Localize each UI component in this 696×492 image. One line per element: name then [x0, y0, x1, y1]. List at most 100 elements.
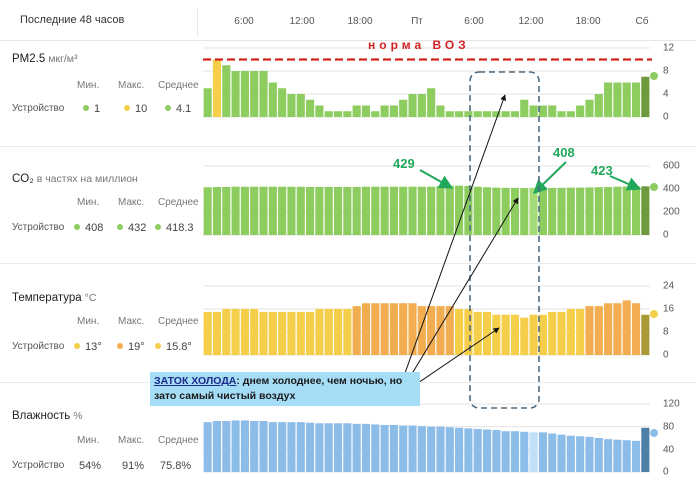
- bar: [548, 187, 557, 235]
- callout-highlight: ЗАТОК ХОЛОДА: [154, 375, 237, 387]
- bar: [641, 186, 650, 235]
- metric-title: Влажность%: [12, 410, 83, 422]
- bar: [641, 427, 650, 472]
- bar: [343, 423, 352, 472]
- bar: [492, 314, 501, 355]
- bar: [278, 88, 287, 117]
- metric-unit: %: [73, 410, 83, 422]
- bar: [306, 186, 315, 235]
- bar: [566, 187, 575, 235]
- bar: [399, 425, 408, 472]
- bar: [222, 186, 231, 235]
- time-tick: 6:00: [234, 16, 254, 27]
- bar: [408, 186, 417, 235]
- cold-trap-callout: ЗАТОК ХОЛОДА: днем холоднее, чем ночью, …: [150, 372, 420, 406]
- bar: [231, 186, 240, 235]
- who-norm-label: норма ВОЗ: [368, 38, 470, 52]
- bar: [510, 187, 520, 235]
- y-tick-label: 8: [663, 65, 669, 77]
- y-tick-label: 12: [663, 42, 675, 54]
- header-divider: [197, 8, 198, 36]
- bar: [306, 422, 315, 472]
- bar: [361, 186, 371, 235]
- section-divider: [0, 146, 696, 147]
- max-header: Макс.: [118, 435, 145, 446]
- metric-unit: °C: [84, 292, 97, 304]
- bar: [417, 94, 426, 117]
- bar: [538, 105, 547, 117]
- bar: [212, 59, 222, 117]
- metric-title: PM2.5 мкг/м³: [12, 53, 78, 65]
- bar: [548, 433, 557, 472]
- bar: [324, 186, 333, 235]
- y-tick-label: 4: [663, 88, 669, 100]
- bar: [604, 186, 613, 235]
- bar: [278, 311, 287, 355]
- bar: [604, 82, 613, 117]
- bar: [445, 427, 454, 472]
- bar: [529, 432, 538, 472]
- bar: [455, 111, 464, 117]
- bar: [324, 423, 333, 472]
- bar: [408, 94, 417, 117]
- bar: [361, 105, 371, 117]
- bar: [315, 423, 324, 472]
- bar: [371, 303, 380, 355]
- min-value: 13°: [74, 341, 102, 353]
- min-value: 408: [74, 222, 103, 234]
- metric-unit: мкг/м³: [48, 53, 78, 65]
- bar: [268, 186, 277, 235]
- bar: [259, 71, 268, 117]
- bar: [501, 111, 510, 117]
- bar: [287, 94, 296, 117]
- bar: [240, 420, 249, 472]
- avg-value: 4.1: [165, 103, 191, 115]
- callout-text: : днем холоднее, чем ночью, но зато самы…: [154, 375, 403, 402]
- bar: [557, 111, 566, 117]
- status-dot: [74, 343, 80, 349]
- bar: [520, 317, 529, 355]
- co2-arrow: [419, 169, 454, 189]
- max-value: 19°: [117, 341, 145, 353]
- bar: [473, 428, 482, 472]
- bar: [259, 421, 268, 472]
- metric-name: Температура: [12, 292, 82, 304]
- bar: [473, 111, 482, 117]
- bar: [622, 440, 631, 472]
- y-tick-label: 0: [663, 466, 669, 478]
- bar: [361, 423, 371, 472]
- metric-name: CO₂: [12, 173, 34, 185]
- bar: [520, 99, 529, 117]
- bar: [529, 314, 538, 355]
- y-tick-label: 16: [663, 303, 675, 315]
- time-tick: 18:00: [347, 16, 373, 27]
- co2-annotation-value: 429: [393, 156, 415, 171]
- bar: [343, 186, 352, 235]
- bar: [641, 314, 650, 355]
- bar: [212, 421, 222, 472]
- bar: [576, 187, 585, 235]
- bar: [455, 309, 464, 355]
- bar: [529, 105, 538, 117]
- bar: [240, 71, 249, 117]
- bar: [492, 430, 501, 472]
- bar: [231, 420, 240, 472]
- y-tick-label: 80: [663, 421, 675, 433]
- bar: [473, 186, 482, 235]
- co2-arrow: [609, 175, 642, 191]
- status-dot: [83, 105, 89, 111]
- bar: [306, 311, 315, 355]
- metric-name: Влажность: [12, 410, 71, 422]
- time-axis-header: Последние 48 часов 6:00 12:00 18:00 Пт 6…: [0, 0, 696, 41]
- bar: [538, 432, 547, 472]
- bar: [594, 187, 603, 235]
- bar: [389, 303, 398, 355]
- y-tick-label: 8: [663, 326, 669, 338]
- bar: [622, 82, 631, 117]
- bar: [250, 71, 259, 117]
- bar: [371, 424, 380, 472]
- bar: [585, 187, 594, 235]
- bar: [501, 314, 510, 355]
- status-dot: [155, 224, 161, 230]
